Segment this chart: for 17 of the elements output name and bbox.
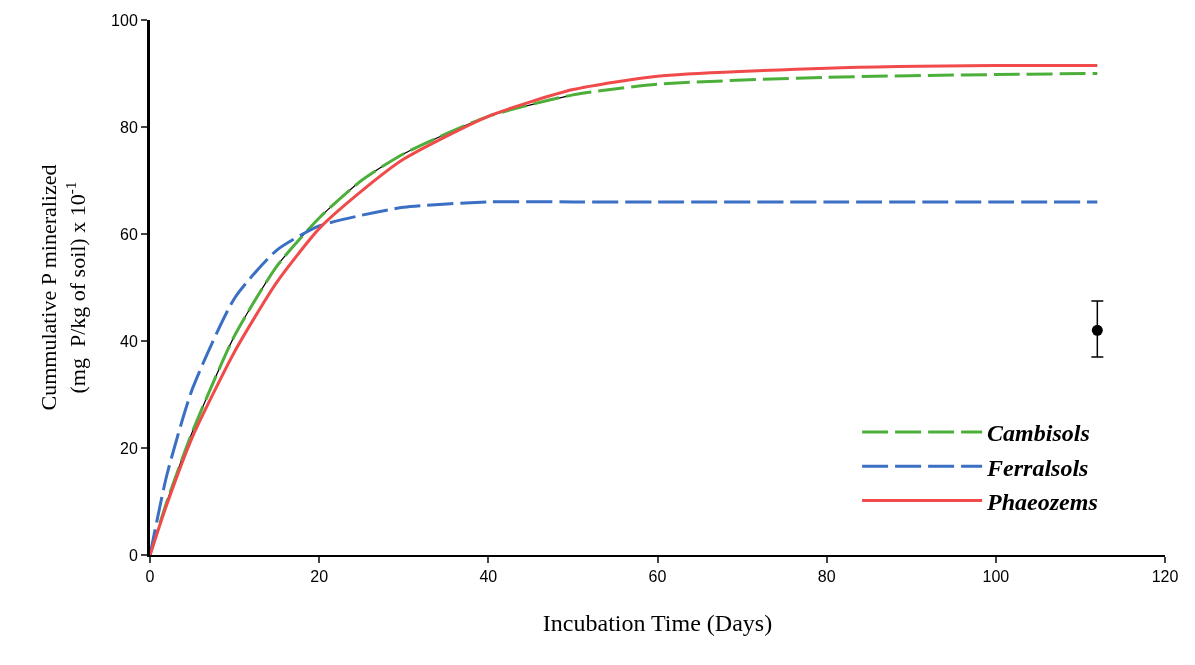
y-tick-label: 60	[120, 225, 138, 243]
x-tick-label: 20	[310, 568, 329, 586]
x-tick-label: 0	[145, 568, 155, 586]
y-tick-label: 100	[111, 11, 138, 29]
x-axis-title: Incubation Time (Days)	[542, 610, 773, 636]
legend-label: Ferralsols	[986, 454, 1089, 481]
legend-label: Phaeozems	[986, 488, 1098, 515]
x-tick-label: 100	[982, 568, 1010, 586]
x-tick-label: 40	[479, 568, 498, 586]
x-tick-label: 120	[1151, 568, 1179, 586]
y-tick-label: 40	[120, 332, 138, 350]
y-tick-label: 0	[128, 546, 138, 564]
x-tick-label: 60	[648, 568, 667, 586]
y-tick-label: 80	[120, 118, 138, 136]
x-tick-label: 80	[817, 568, 836, 586]
y-tick-label: 20	[120, 439, 138, 457]
legend-label: Cambisols	[987, 420, 1090, 447]
